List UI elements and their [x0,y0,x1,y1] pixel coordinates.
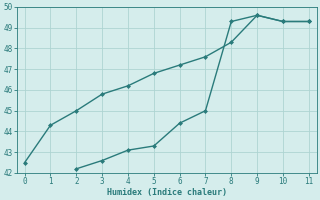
X-axis label: Humidex (Indice chaleur): Humidex (Indice chaleur) [107,188,227,197]
